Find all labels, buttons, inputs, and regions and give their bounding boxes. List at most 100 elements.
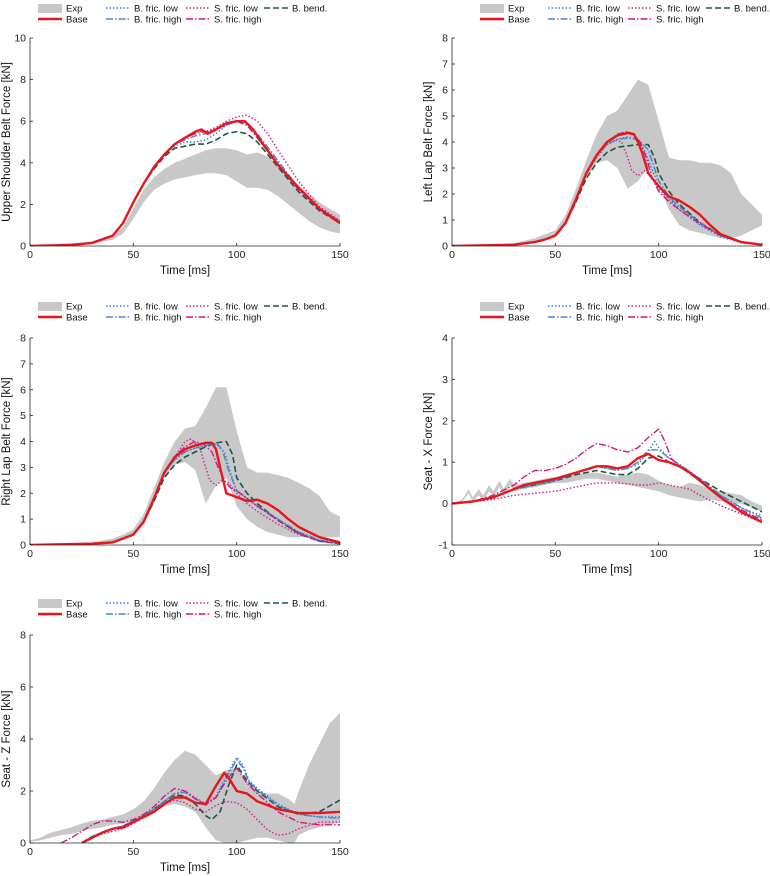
legend-label-bb: B. bend. — [292, 4, 327, 15]
x-tick-label: 0 — [449, 249, 455, 261]
x-tick-label: 50 — [127, 846, 139, 858]
legend-label-sfl: S. fric. low — [656, 4, 700, 15]
legend-label-bfh: B. fric. high — [576, 313, 624, 324]
legend-label-base: Base — [508, 313, 530, 324]
y-axis-label: Upper Shoulder Belt Force [kN] — [1, 62, 13, 222]
y-axis-label: Right Lap Belt Force [kN] — [1, 377, 13, 505]
exp-band — [452, 79, 762, 246]
legend-label-bb: B. bend. — [292, 302, 327, 313]
y-tick-label: 7 — [442, 59, 448, 71]
chart-panel-3: 0 50 100 150 0 1 2 3 4 5 6 7 8 Time [ms] Right Lap Bel… — [1, 333, 349, 577]
legend-label-bfh: B. fric. high — [134, 313, 182, 324]
legend-label-sfh: S. fric. high — [656, 15, 704, 26]
x-axis-label: Time [ms] — [160, 265, 210, 277]
legend-label-sfh: S. fric. high — [214, 15, 262, 26]
series-line-b-bend — [81, 764, 340, 843]
series-line-s-fric-low — [452, 482, 762, 523]
x-tick-label: 0 — [27, 249, 33, 261]
series-line-b-fric-low — [452, 440, 762, 517]
y-tick-label: 6 — [442, 85, 448, 97]
x-tick-label: 100 — [228, 846, 246, 858]
legend-label-bfh: B. fric. high — [576, 15, 624, 26]
legend-swatch-exp — [480, 4, 504, 13]
legend-label-sfh: S. fric. high — [214, 610, 262, 621]
x-axis-label: Time [ms] — [582, 564, 632, 576]
y-tick-label: 4 — [20, 436, 26, 448]
y-tick-label: 10 — [14, 33, 26, 45]
legend-swatch-exp — [38, 599, 62, 608]
y-tick-label: 5 — [442, 111, 448, 123]
y-tick-label: 8 — [20, 74, 26, 86]
legend-label-sfl: S. fric. low — [214, 302, 258, 313]
y-tick-label: 2 — [442, 415, 448, 427]
legend-label-exp: Exp — [508, 4, 524, 15]
series-line-base — [30, 441, 340, 545]
series-line-s-fric-high — [452, 428, 762, 521]
x-tick-label: 150 — [331, 548, 349, 560]
y-tick-label: 0 — [442, 241, 448, 253]
exp-band — [30, 148, 340, 246]
x-tick-label: 0 — [449, 548, 455, 560]
y-tick-label: 8 — [20, 630, 26, 642]
series-line-base — [30, 120, 340, 246]
x-tick-label: 150 — [331, 846, 349, 858]
y-tick-label: 6 — [20, 384, 26, 396]
x-tick-label: 50 — [127, 548, 139, 560]
x-axis-label: Time [ms] — [582, 265, 632, 277]
y-tick-label: 1 — [20, 514, 26, 526]
legend-label-bfl: B. fric. low — [576, 302, 620, 313]
legend-label-bb: B. bend. — [734, 4, 769, 15]
chart-panel-2: 0 50 100 150 0 1 2 3 4 5 6 7 8 Time [ms] Left Lap Belt… — [423, 33, 770, 278]
y-tick-label: 1 — [442, 457, 448, 469]
legend-label-base: Base — [66, 313, 88, 324]
legend-swatch-exp — [480, 302, 504, 311]
legend-label-bfh: B. fric. high — [134, 610, 182, 621]
exp-band — [452, 472, 762, 512]
x-tick-label: 50 — [549, 249, 561, 261]
y-tick-label: 1 — [442, 215, 448, 227]
x-tick-label: 100 — [650, 249, 668, 261]
y-tick-label: 4 — [442, 137, 448, 149]
legend-label-sfh: S. fric. high — [214, 313, 262, 324]
legend-swatch-exp — [38, 4, 62, 13]
legend-label-bfl: B. fric. low — [576, 4, 620, 15]
x-axis-label: Time [ms] — [160, 564, 210, 576]
series-line-s-fric-low — [81, 799, 340, 843]
y-tick-label: -1 — [439, 540, 448, 552]
x-tick-label: 100 — [650, 548, 668, 560]
exp-band — [30, 387, 340, 545]
series-line-base — [452, 131, 762, 246]
series-line-base — [452, 452, 762, 524]
y-tick-label: 7 — [20, 358, 26, 370]
x-tick-label: 0 — [27, 846, 33, 858]
legend-label-base: Base — [508, 15, 530, 26]
legend-label-bfl: B. fric. low — [134, 302, 178, 313]
x-tick-label: 100 — [228, 548, 246, 560]
legend-label-sfl: S. fric. low — [656, 302, 700, 313]
chart-panel-1: 0 50 100 150 0 2 4 6 8 10 Time [ms] Upper Shoulder … — [1, 33, 349, 278]
legend-label-bb: B. bend. — [734, 302, 769, 313]
legend-swatch-exp — [38, 302, 62, 311]
y-axis-label: Seat - Z Force [kN] — [1, 690, 13, 787]
x-tick-label: 150 — [753, 249, 770, 261]
x-tick-label: 150 — [753, 548, 770, 560]
exp-band — [30, 713, 340, 843]
x-tick-label: 50 — [549, 548, 561, 560]
y-tick-label: 2 — [20, 786, 26, 798]
y-tick-label: 6 — [20, 682, 26, 694]
y-tick-label: 2 — [20, 199, 26, 211]
y-tick-label: 8 — [20, 333, 26, 345]
y-tick-label: 0 — [20, 241, 26, 253]
legend-label-base: Base — [66, 15, 88, 26]
y-tick-label: 3 — [442, 163, 448, 175]
legend-label-bfl: B. fric. low — [134, 4, 178, 15]
y-tick-label: 4 — [20, 734, 26, 746]
series-line-s-fric-high — [60, 766, 340, 843]
legend-label-bfl: B. fric. low — [134, 599, 178, 610]
y-axis-label: Seat - X Force [kN] — [423, 393, 435, 491]
legend-label-base: Base — [66, 610, 88, 621]
